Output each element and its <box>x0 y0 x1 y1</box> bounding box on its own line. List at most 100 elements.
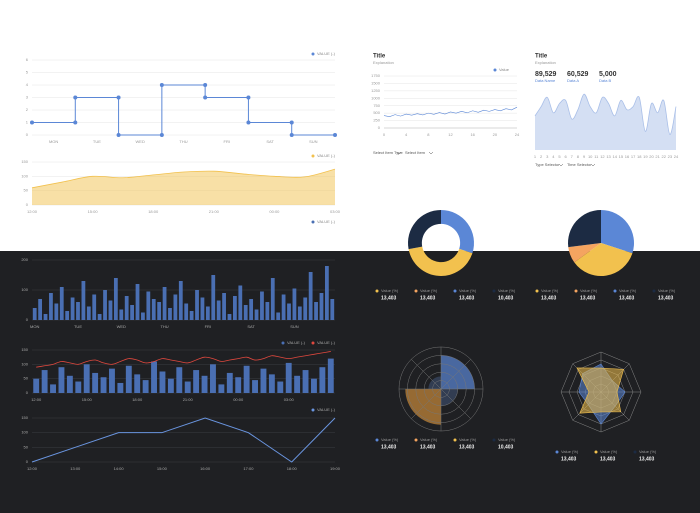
bar <box>97 314 102 320</box>
x-tick-label: 14:00 <box>114 466 125 471</box>
legend-label: VALUE (-) <box>287 340 306 345</box>
x-tick-label: 24 <box>515 132 520 137</box>
legend-label: Value (%) <box>459 437 477 442</box>
slice <box>574 243 633 277</box>
x-tick-label: 5 <box>558 154 561 159</box>
x-tick-label: 15:00 <box>82 397 93 402</box>
x-tick-label: 19:00 <box>330 466 341 471</box>
y-tick-label: 3 <box>26 95 29 100</box>
legend-swatch <box>281 341 285 345</box>
x-tick-label: 18:00 <box>132 397 143 402</box>
x-tick-label: 12:00 <box>27 466 38 471</box>
y-tick-label: 100 <box>21 430 28 435</box>
bar <box>324 266 329 320</box>
bar <box>108 300 113 320</box>
legend-figure: 13,403 <box>619 295 635 301</box>
x-tick-label: 9 <box>583 154 586 159</box>
area-line <box>31 168 336 189</box>
bar <box>193 370 200 393</box>
x-tick-label: 6 <box>565 154 568 159</box>
legend-swatch <box>311 52 315 56</box>
x-tick-label: 18 <box>637 154 642 159</box>
spoke <box>440 388 471 419</box>
legend-swatch <box>652 289 656 293</box>
y-tick-label: 1000 <box>371 95 381 100</box>
legend-label: VALUE (-) <box>317 340 336 345</box>
y-tick-label: 2 <box>26 107 29 112</box>
x-tick-label: 21:00 <box>209 209 220 214</box>
legend-swatch <box>492 438 496 442</box>
y-tick-label: 750 <box>373 103 380 108</box>
y-tick-label: 1 <box>26 120 29 125</box>
x-tick-label: 22 <box>662 154 667 159</box>
x-tick-label: 13 <box>606 154 611 159</box>
y-tick-label: 100 <box>21 287 28 292</box>
bar <box>308 272 313 320</box>
bar <box>319 293 324 320</box>
legend-swatch <box>453 438 457 442</box>
legend-swatch <box>375 289 379 293</box>
chart-subtitle: Explanation <box>373 60 394 65</box>
y-tick-label: 0 <box>26 459 29 464</box>
bar <box>327 358 334 393</box>
x-tick-label: 20 <box>493 132 498 137</box>
x-tick-label: 18:00 <box>287 466 298 471</box>
x-tick-label: WED <box>136 139 145 144</box>
legend-figure: 13,403 <box>658 295 674 301</box>
x-tick-label: 23 <box>668 154 673 159</box>
bar <box>184 303 189 320</box>
x-tick-label: MON <box>49 139 58 144</box>
legend-figure: 13,403 <box>381 444 397 450</box>
legend-swatch <box>414 289 418 293</box>
legend-swatch <box>453 289 457 293</box>
bar <box>265 302 270 320</box>
legend-label: Value (%) <box>498 288 516 293</box>
bar <box>330 299 335 320</box>
dropdown: Select Item <box>405 150 426 155</box>
x-tick-label: 4 <box>405 132 408 137</box>
legend-swatch <box>311 220 315 224</box>
x-tick-label: 15:00 <box>88 209 99 214</box>
bar <box>66 375 73 393</box>
legend-label: Value <box>499 67 510 72</box>
legend-swatch <box>311 408 315 412</box>
step-point <box>73 95 78 100</box>
stat-label: Data B <box>599 78 612 83</box>
bar <box>41 370 48 393</box>
slice <box>568 210 601 248</box>
legend-swatch <box>594 450 598 454</box>
legend-label: Value (%) <box>420 288 438 293</box>
step-point <box>116 133 121 137</box>
x-tick-label: 20 <box>649 154 654 159</box>
x-tick-label: 14 <box>612 154 617 159</box>
legend-swatch <box>633 450 637 454</box>
bar <box>314 302 318 320</box>
bar <box>178 281 183 320</box>
legend-label: VALUE (-) <box>317 51 336 56</box>
y-tick-label: 1250 <box>371 88 381 93</box>
legend-swatch <box>535 289 539 293</box>
bar <box>49 293 53 320</box>
bar <box>109 368 115 393</box>
legend-label: Value (%) <box>580 288 598 293</box>
x-tick-label: TUE <box>93 139 101 144</box>
bar <box>113 278 118 320</box>
y-tick-label: 150 <box>21 415 28 420</box>
x-tick-label: 00:00 <box>233 397 244 402</box>
bar <box>151 361 157 393</box>
bar <box>176 367 183 393</box>
slice <box>408 210 441 250</box>
bar <box>252 380 258 393</box>
bar <box>50 384 56 393</box>
bar <box>135 284 140 320</box>
dropdown-caret <box>558 163 564 167</box>
x-tick-label: 16 <box>625 154 630 159</box>
legend-label: Value (%) <box>498 437 516 442</box>
bar <box>201 375 208 393</box>
bar <box>205 306 210 320</box>
bar <box>130 305 134 320</box>
stat-figure: 5,000 <box>599 71 617 78</box>
bar <box>249 299 254 320</box>
step-point <box>246 120 251 125</box>
